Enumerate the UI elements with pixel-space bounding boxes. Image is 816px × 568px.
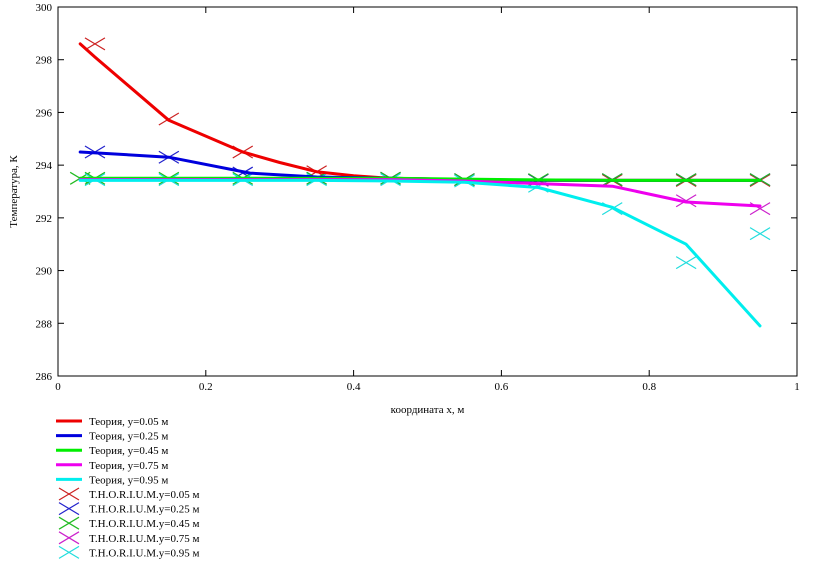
legend-entry: T.H.O.R.I.U.M.y=0.95 м [58,545,199,559]
legend-label: Теория, y=0.25 м [89,431,168,443]
x-tick-label: 0 [55,381,61,393]
legend-entry: Теория, y=0.05 м [56,416,168,428]
plot-area [69,37,771,328]
plot-frame [57,6,798,377]
data-point [749,227,771,241]
data-point [84,37,106,51]
y-tick-label: 294 [36,160,53,172]
legend-entry: T.H.O.R.I.U.M.y=0.75 м [58,531,199,545]
y-tick-label: 290 [36,266,53,278]
legend-entry: T.H.O.R.I.U.M.y=0.25 м [58,502,199,516]
y-tick-label: 292 [36,213,53,225]
x-tick-label: 0.2 [199,381,213,393]
x-axis: 0 0.2 0.4 0.6 0.8 1 [55,7,800,393]
legend-label: T.H.O.R.I.U.M.y=0.25 м [89,504,199,516]
y-tick-label: 296 [36,107,53,119]
legend-swatch [58,531,80,545]
x-tick-label: 0.4 [347,381,361,393]
legend-label: Теория, y=0.45 м [89,445,168,457]
legend: Теория, y=0.05 м Теория, y=0.25 м Теория, … [56,416,199,559]
data-point [675,256,697,270]
legend-label: Теория, y=0.05 м [89,416,168,428]
y-axis: 286 288 290 292 294 296 298 300 [36,2,797,383]
x-axis-label: координата x, м [391,404,465,416]
y-tick-label: 288 [36,318,53,330]
y-tick-label: 298 [36,55,53,67]
legend-label: Теория, y=0.75 м [89,460,168,472]
legend-swatch [58,516,80,530]
y-tick-label: 300 [36,2,53,14]
legend-swatch [58,545,80,559]
legend-entry: T.H.O.R.I.U.M.y=0.05 м [58,487,199,501]
legend-entry: Теория, y=0.25 м [56,431,168,443]
legend-entry: Теория, y=0.95 м [56,474,168,486]
legend-swatch [58,487,80,501]
series-markers-5 [84,37,771,187]
x-tick-label: 1 [794,381,800,393]
series-line-4 [78,178,762,328]
legend-label: T.H.O.R.I.U.M.y=0.45 м [89,518,199,530]
legend-label: T.H.O.R.I.U.M.y=0.05 м [89,489,199,501]
legend-entry: Теория, y=0.75 м [56,460,168,472]
legend-swatch [58,502,80,516]
y-tick-label: 286 [36,371,53,383]
series-line-3 [78,178,762,208]
x-tick-label: 0.8 [642,381,656,393]
legend-label: T.H.O.R.I.U.M.y=0.95 м [89,547,199,559]
legend-label: Теория, y=0.95 м [89,474,168,486]
series-markers-9 [84,173,771,270]
legend-entry: T.H.O.R.I.U.M.y=0.45 м [58,516,199,530]
legend-entry: Теория, y=0.45 м [56,445,168,457]
series-line-1 [78,150,762,182]
x-tick-label: 0.6 [495,381,509,393]
legend-label: T.H.O.R.I.U.M.y=0.75 м [89,533,199,545]
y-axis-label: Температура, К [8,155,20,228]
